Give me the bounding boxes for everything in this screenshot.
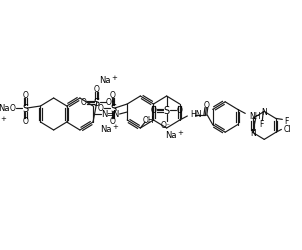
Text: N: N (261, 108, 267, 116)
Text: O: O (110, 91, 116, 100)
Text: O: O (203, 101, 209, 110)
Text: NH: NH (249, 112, 261, 120)
Text: O: O (22, 117, 28, 126)
Text: F: F (284, 116, 289, 126)
Text: F: F (259, 120, 264, 128)
Text: Na: Na (100, 125, 111, 134)
Text: O⁻: O⁻ (105, 98, 115, 107)
Text: Na: Na (99, 76, 110, 85)
Text: Na: Na (0, 104, 9, 113)
Text: Na: Na (165, 131, 176, 140)
Text: N: N (101, 110, 108, 119)
Text: =: = (107, 110, 114, 119)
Text: +: + (1, 116, 6, 121)
Text: O: O (94, 85, 100, 94)
Text: S: S (164, 106, 170, 116)
Text: O: O (22, 91, 28, 100)
Text: S: S (22, 104, 28, 114)
Text: N: N (113, 110, 119, 119)
Text: O⁻: O⁻ (161, 121, 171, 130)
Text: HN: HN (190, 110, 202, 119)
Text: O: O (81, 98, 86, 107)
Text: O: O (150, 106, 156, 115)
Text: O: O (177, 106, 183, 115)
Text: +: + (111, 75, 117, 81)
Text: OH: OH (142, 116, 154, 125)
Text: N: N (250, 128, 255, 137)
Text: S: S (110, 104, 116, 114)
Text: O: O (110, 117, 116, 126)
Text: +: + (177, 130, 183, 136)
Text: S: S (94, 98, 100, 108)
Text: Cl: Cl (283, 124, 291, 133)
Text: ⁻: ⁻ (92, 102, 96, 108)
Text: +: + (112, 124, 118, 130)
Text: O: O (98, 104, 104, 113)
Text: O: O (10, 104, 16, 113)
